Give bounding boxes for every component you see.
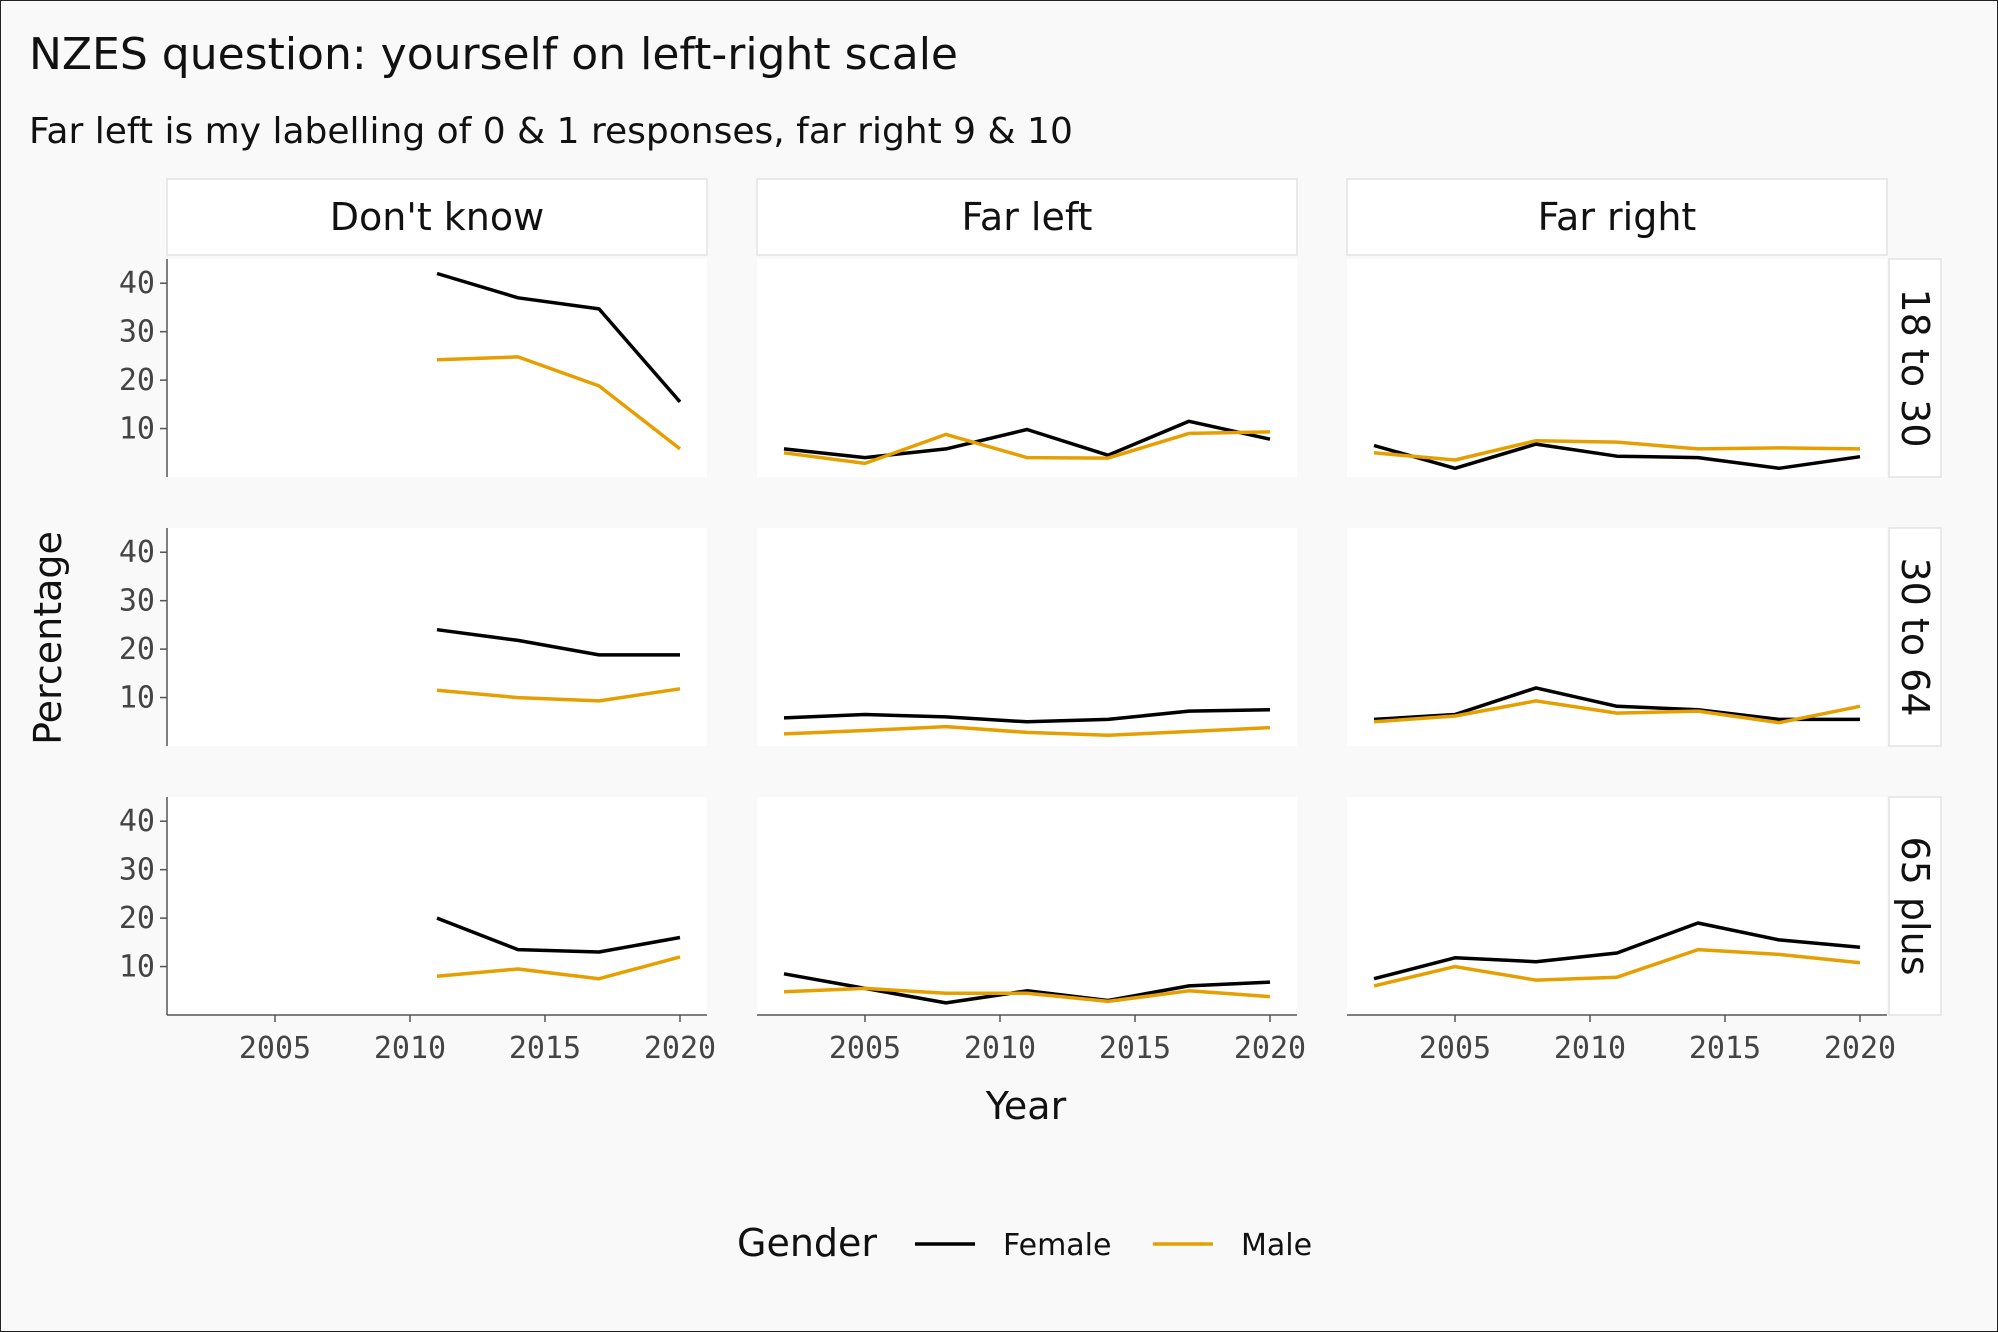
panel-background bbox=[1347, 797, 1887, 1015]
x-tick-label: 2020 bbox=[644, 1031, 716, 1066]
facet-strip-label: Far right bbox=[1538, 195, 1697, 239]
series-line-female bbox=[436, 271, 682, 404]
x-tick-label: 2005 bbox=[239, 1031, 311, 1066]
series-line-female bbox=[436, 627, 680, 657]
facet-strip-col bbox=[756, 178, 1298, 256]
panel-background bbox=[757, 528, 1297, 746]
y-tick-label: 10 bbox=[119, 681, 155, 716]
series-line-male bbox=[783, 724, 1271, 738]
y-tick-label: 30 bbox=[119, 315, 155, 350]
facet-panels: Don't know Far left Far right 18 to 30 30 to… bbox=[119, 178, 1942, 1066]
facet-strip-row bbox=[1888, 796, 1942, 1016]
y-tick-label: 40 bbox=[119, 266, 155, 301]
facet-strip-label: 18 to 30 bbox=[1893, 288, 1937, 447]
x-tick-label: 2015 bbox=[509, 1031, 581, 1066]
facet-strip-label: Don't know bbox=[330, 195, 544, 239]
y-tick-label: 40 bbox=[119, 535, 155, 570]
series-line-male bbox=[436, 355, 682, 451]
legend-label-male: Male bbox=[1241, 1228, 1312, 1263]
legend: Gender Female Male bbox=[737, 1221, 1312, 1265]
x-tick-label: 2015 bbox=[1099, 1031, 1171, 1066]
x-tick-label: 2005 bbox=[1419, 1031, 1491, 1066]
y-axis-title: Percentage bbox=[26, 531, 70, 745]
series-line-male bbox=[436, 955, 681, 981]
series-line-female bbox=[783, 707, 1271, 724]
panel-background bbox=[1347, 259, 1887, 477]
series-line-female bbox=[783, 419, 1271, 460]
y-tick-label: 20 bbox=[119, 632, 155, 667]
y-tick-label: 10 bbox=[119, 412, 155, 447]
facet-strip-label: Far left bbox=[962, 195, 1093, 239]
series-line-male bbox=[436, 687, 681, 703]
legend-label-female: Female bbox=[1003, 1228, 1111, 1263]
x-tick-label: 2015 bbox=[1689, 1031, 1761, 1066]
facet-strip-row bbox=[1888, 258, 1942, 478]
y-tick-label: 20 bbox=[119, 363, 155, 398]
series-line-male bbox=[1373, 947, 1861, 988]
x-tick-label: 2020 bbox=[1234, 1031, 1306, 1066]
x-tick-label: 2010 bbox=[374, 1031, 446, 1066]
panel-background bbox=[167, 797, 707, 1015]
facet-strip-label: 65 plus bbox=[1893, 837, 1937, 976]
x-axis-title: Year bbox=[985, 1084, 1067, 1128]
legend-title: Gender bbox=[737, 1221, 877, 1265]
chart-title: NZES question: yourself on left-right sc… bbox=[29, 29, 958, 80]
y-tick-label: 40 bbox=[119, 804, 155, 839]
y-tick-label: 10 bbox=[119, 950, 155, 985]
x-tick-label: 2010 bbox=[964, 1031, 1036, 1066]
series-line-male bbox=[1373, 438, 1861, 462]
y-tick-label: 30 bbox=[119, 584, 155, 619]
panel-background bbox=[167, 259, 707, 477]
series-line-female bbox=[436, 916, 681, 954]
x-tick-label: 2005 bbox=[829, 1031, 901, 1066]
panel-background bbox=[757, 797, 1297, 1015]
series-line-male bbox=[783, 430, 1271, 466]
x-tick-label: 2020 bbox=[1824, 1031, 1896, 1066]
x-tick-label: 2010 bbox=[1554, 1031, 1626, 1066]
panel-background bbox=[757, 259, 1297, 477]
panel-background bbox=[1347, 528, 1887, 746]
chart-subtitle: Far left is my labelling of 0 & 1 respon… bbox=[29, 111, 1073, 152]
series-line-male bbox=[783, 986, 1271, 1004]
y-tick-label: 30 bbox=[119, 853, 155, 888]
facet-strip-label: 30 to 64 bbox=[1893, 557, 1937, 716]
series-line-female bbox=[1373, 442, 1861, 471]
facet-strip-col bbox=[166, 178, 708, 256]
panel-background bbox=[167, 528, 707, 746]
facet-strip-col bbox=[1346, 178, 1888, 256]
y-tick-label: 20 bbox=[119, 901, 155, 936]
facet-strip-row bbox=[1888, 527, 1942, 747]
series-line-female bbox=[1373, 921, 1861, 981]
series-line-male bbox=[1373, 699, 1861, 725]
